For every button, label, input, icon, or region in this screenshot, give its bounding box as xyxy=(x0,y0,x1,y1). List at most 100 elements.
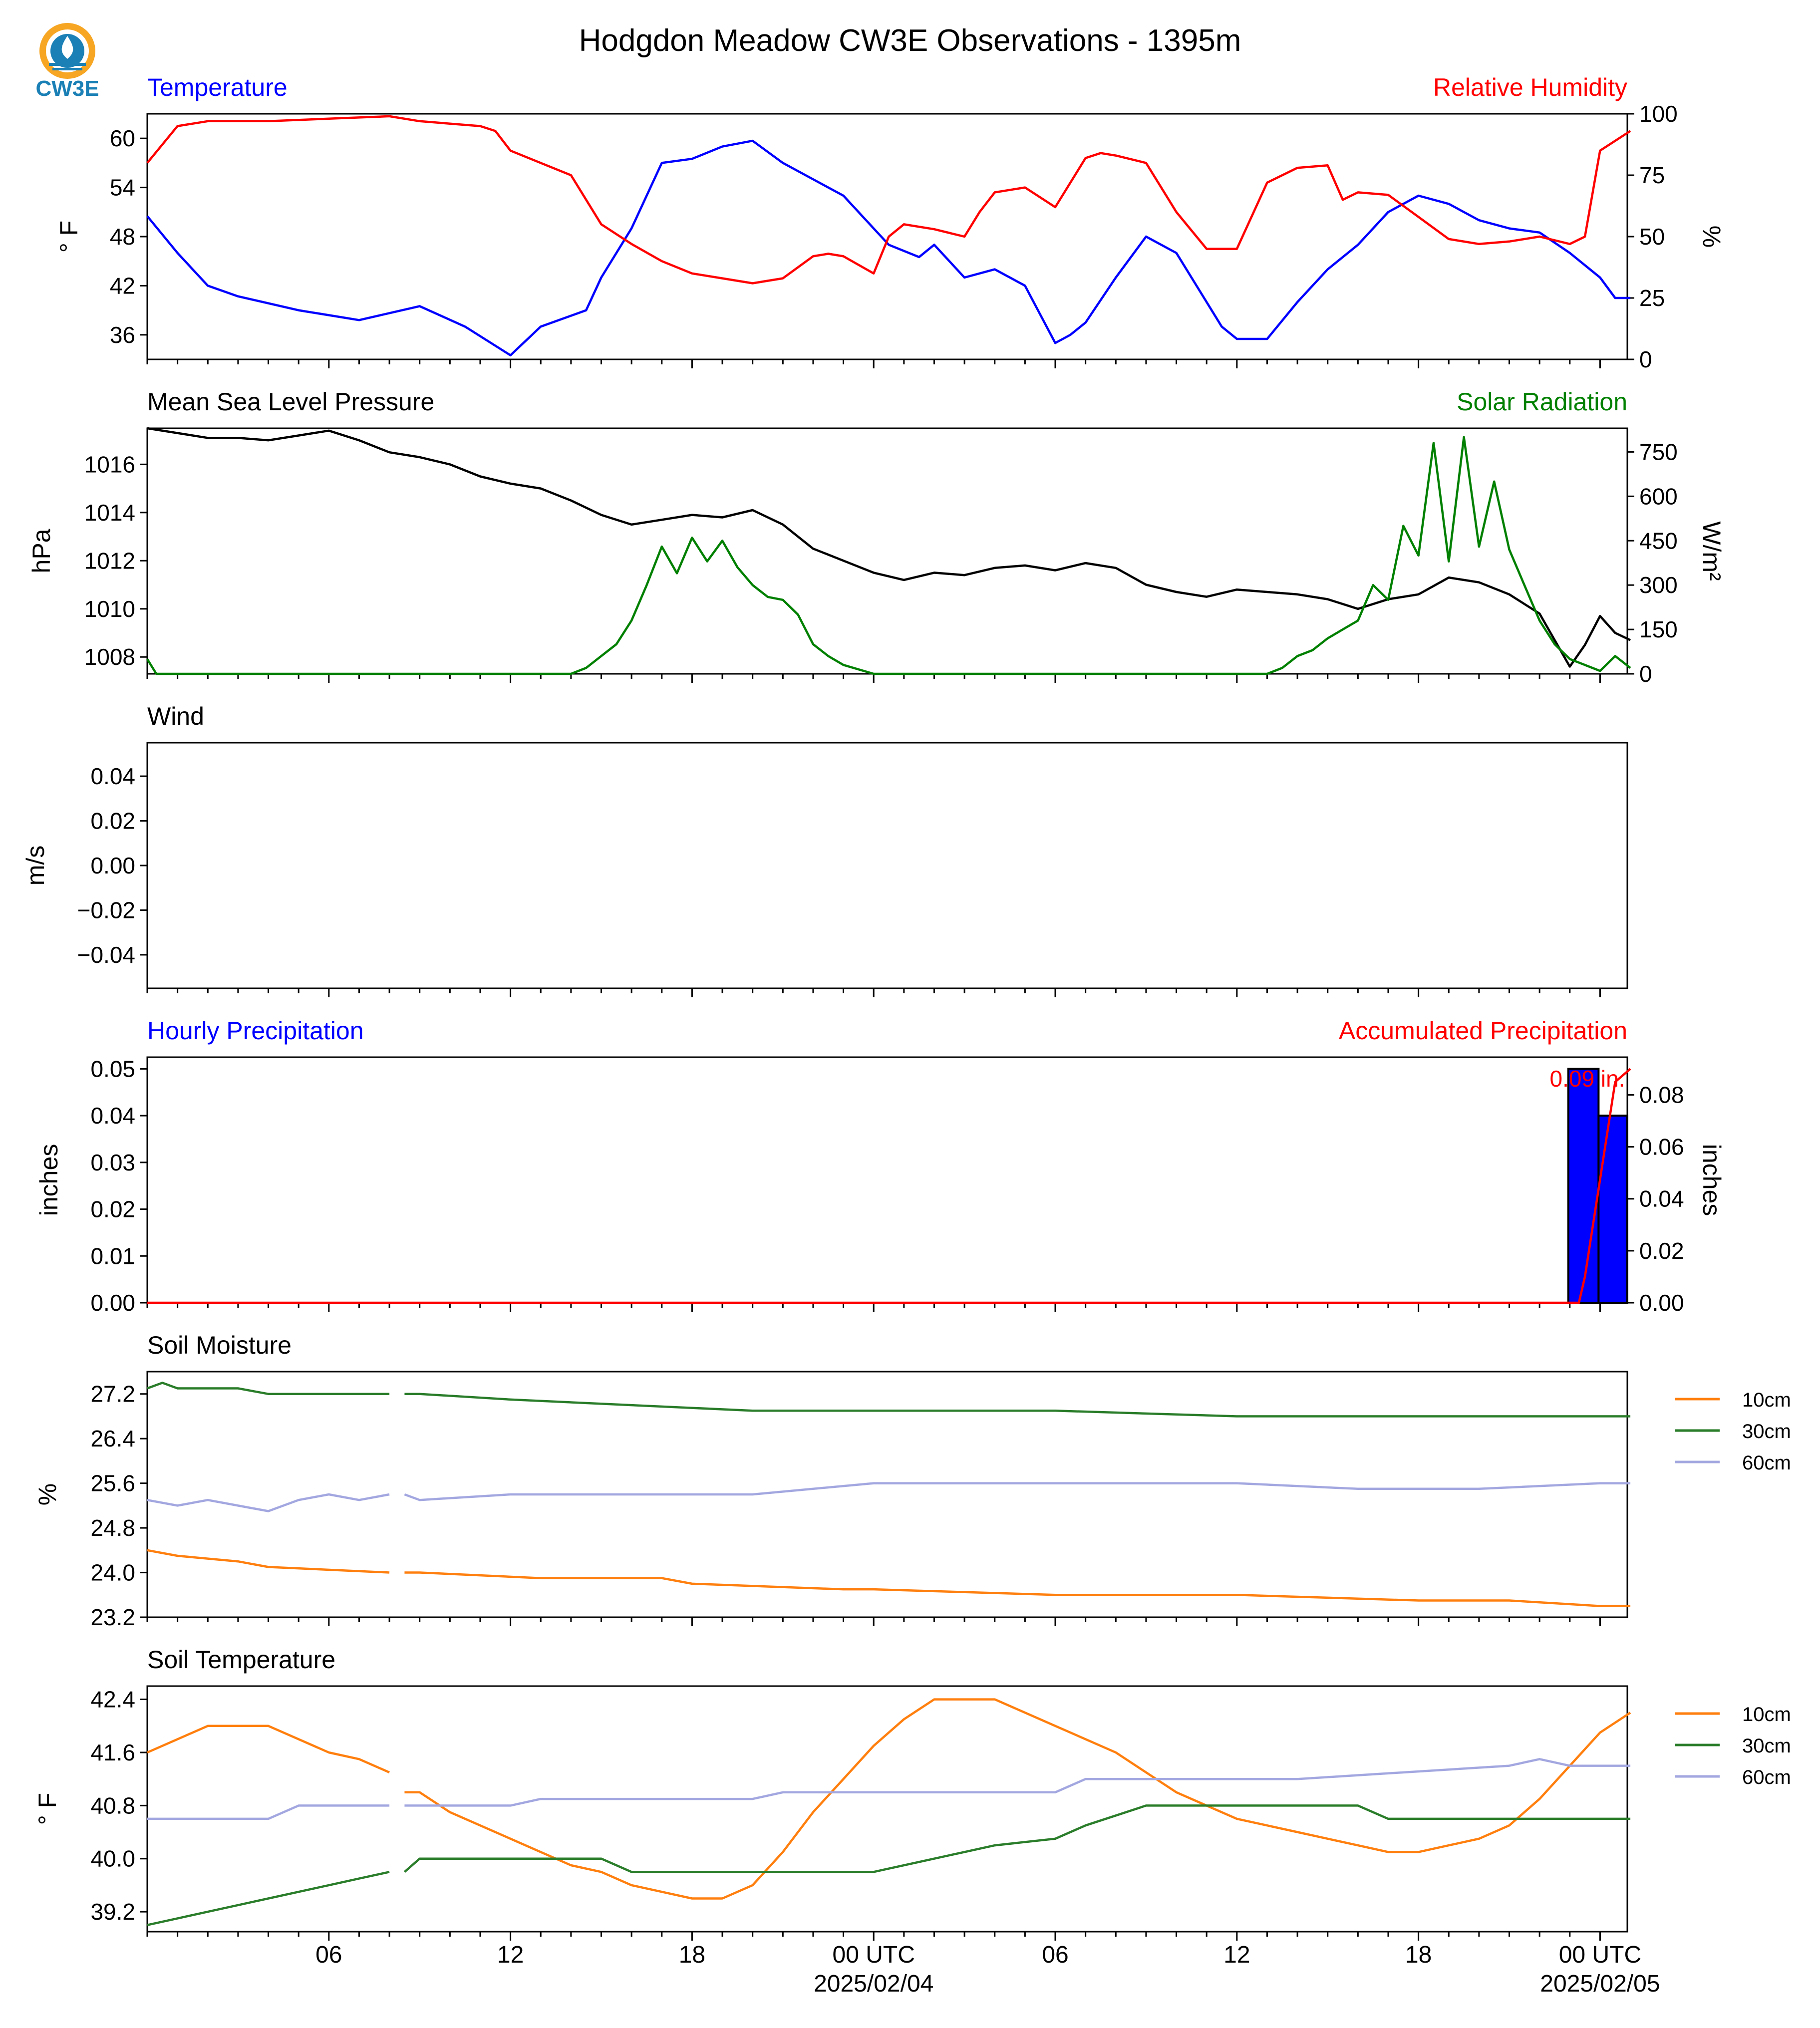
y-tick-label: −0.02 xyxy=(77,897,135,923)
x-date-label: 2025/02/05 xyxy=(1540,1971,1660,1997)
series-line-soil60 xyxy=(147,1482,1631,1512)
x-tick-label: 00 UTC xyxy=(1559,1942,1641,1968)
y-tick-label: 54 xyxy=(110,175,135,201)
panel-frame xyxy=(146,1371,1628,1618)
x-tick-label: 00 UTC xyxy=(833,1942,915,1968)
y2-tick-label: 0.00 xyxy=(1639,1290,1684,1316)
soil-moisture-panel-title: Soil Moisture xyxy=(147,1331,292,1359)
y-tick-label: 1012 xyxy=(84,548,135,574)
y2-tick-label: 0 xyxy=(1639,661,1652,687)
y2-tick-label: 750 xyxy=(1639,439,1678,465)
series-line-accum xyxy=(147,1068,1631,1304)
panel-soil-moisture: Soil Moisture % xyxy=(33,1331,1628,1618)
solar-radiation-panel-title: Solar Radiation xyxy=(1457,388,1627,416)
cw3e-logo-icon xyxy=(39,23,95,79)
y-tick-label: 26.4 xyxy=(90,1426,135,1451)
y-tick-label: 48 xyxy=(110,224,135,250)
accum-precip-panel-title: Accumulated Precipitation xyxy=(1339,1017,1627,1045)
panel-soil-temperature: Soil Temperature ° F xyxy=(33,1646,1628,1933)
precip-bar xyxy=(1597,1115,1628,1304)
series-line-solar xyxy=(146,436,1631,675)
y-tick-label: 41.6 xyxy=(90,1739,135,1765)
series-line-temp xyxy=(146,139,1631,357)
panel-frame xyxy=(146,427,1628,675)
y-tick-label: 0.00 xyxy=(90,1290,135,1316)
y-tick-label: 25.6 xyxy=(90,1470,135,1496)
accum-total-annotation: 0.09 in. xyxy=(1550,1066,1625,1092)
y-tick-label: 0.03 xyxy=(90,1150,135,1175)
panel-frame xyxy=(146,1685,1628,1933)
wind-panel-title: Wind xyxy=(147,702,204,730)
y-tick-label: 24.0 xyxy=(90,1560,135,1586)
series-line-rh xyxy=(146,115,1631,285)
soil-moisture-axis-label: % xyxy=(33,1483,61,1505)
chart-marks: 60 54 48 42 36 100 75 50 25 0 1016 1014 1012 1010 1008… xyxy=(77,101,1684,1997)
y-tick-label: 0.04 xyxy=(90,1103,135,1129)
series-line-soil30 xyxy=(147,1804,1631,1926)
y2-tick-label: 600 xyxy=(1639,483,1678,509)
x-tick-label: 12 xyxy=(497,1942,524,1968)
x-tick-label: 18 xyxy=(1405,1942,1432,1968)
soil-moisture-legend: 10cm 30cm 60cm xyxy=(1675,1389,1791,1474)
y-tick-label: 0.05 xyxy=(90,1056,135,1082)
panel-wind: Wind m/s xyxy=(21,702,1628,989)
solar-axis-label: W/m² xyxy=(1698,521,1726,580)
y-tick-label: 40.0 xyxy=(90,1846,135,1872)
wind-axis-label: m/s xyxy=(21,846,49,886)
hourly-precip-panel-title: Hourly Precipitation xyxy=(147,1017,364,1045)
logo-text: CW3E xyxy=(35,76,99,101)
panel-temperature-rh: Temperature Relative Humidity ° F % xyxy=(55,73,1726,360)
y2-tick-label: 150 xyxy=(1639,616,1678,642)
pressure-panel-title: Mean Sea Level Pressure xyxy=(147,388,434,416)
x-tick-label: 06 xyxy=(315,1942,342,1968)
temperature-axis-label: ° F xyxy=(55,221,83,253)
series-line-soil10 xyxy=(147,1549,1631,1607)
y-tick-label: 1016 xyxy=(84,451,135,477)
y2-tick-label: 0.08 xyxy=(1639,1082,1684,1108)
precip-bar xyxy=(1567,1068,1600,1304)
y2-tick-label: 450 xyxy=(1639,528,1678,554)
panel-frame xyxy=(146,1056,1628,1304)
y-tick-label: 60 xyxy=(110,125,135,151)
panel-frame xyxy=(146,742,1628,989)
y-tick-label: 42.4 xyxy=(90,1687,135,1713)
legend-label-30cm: 30cm xyxy=(1742,1735,1791,1757)
panel-pressure-solar: Mean Sea Level Pressure Solar Radiation … xyxy=(27,388,1726,675)
legend-label-60cm: 60cm xyxy=(1742,1452,1791,1474)
legend-label-10cm: 10cm xyxy=(1742,1389,1791,1411)
y2-tick-label: 25 xyxy=(1639,285,1665,311)
y2-tick-label: 0.04 xyxy=(1639,1186,1684,1212)
y-tick-label: 1010 xyxy=(84,596,135,622)
x-date-label: 2025/02/04 xyxy=(814,1971,933,1997)
temperature-panel-title: Temperature xyxy=(147,73,288,101)
soil-temperature-legend: 10cm 30cm 60cm xyxy=(1675,1704,1791,1788)
soil-temperature-panel-title: Soil Temperature xyxy=(147,1646,335,1674)
chart-title: Hodgdon Meadow CW3E Observations - 1395m xyxy=(579,23,1241,58)
y-tick-label: 23.2 xyxy=(90,1604,135,1630)
y-tick-label: 42 xyxy=(110,273,135,298)
y-tick-label: 0.01 xyxy=(90,1243,135,1269)
precip-axis-label: inches xyxy=(35,1144,63,1216)
y2-tick-label: 75 xyxy=(1639,162,1665,188)
legend-label-10cm: 10cm xyxy=(1742,1704,1791,1726)
x-tick-label: 12 xyxy=(1223,1942,1250,1968)
accum-axis-label: inches xyxy=(1698,1144,1726,1216)
y-tick-label: 27.2 xyxy=(90,1381,135,1407)
y2-tick-label: 100 xyxy=(1639,101,1678,127)
y-tick-label: −0.04 xyxy=(77,942,135,968)
y-tick-label: 24.8 xyxy=(90,1515,135,1541)
pressure-axis-label: hPa xyxy=(27,529,55,573)
y-tick-label: 36 xyxy=(110,322,135,348)
y-tick-label: 0.02 xyxy=(90,1196,135,1222)
series-line-soil30 xyxy=(147,1382,1631,1418)
y-tick-label: 40.8 xyxy=(90,1792,135,1818)
y2-tick-label: 0.06 xyxy=(1639,1134,1684,1160)
y-tick-label: 1008 xyxy=(84,644,135,670)
legend-label-60cm: 60cm xyxy=(1742,1766,1791,1788)
panel-precipitation: Hourly Precipitation Accumulated Precipi… xyxy=(35,1017,1726,1304)
y2-tick-label: 0 xyxy=(1639,346,1652,372)
y2-tick-label: 300 xyxy=(1639,572,1678,598)
x-tick-label: 06 xyxy=(1042,1942,1068,1968)
panel-frame xyxy=(146,113,1628,360)
